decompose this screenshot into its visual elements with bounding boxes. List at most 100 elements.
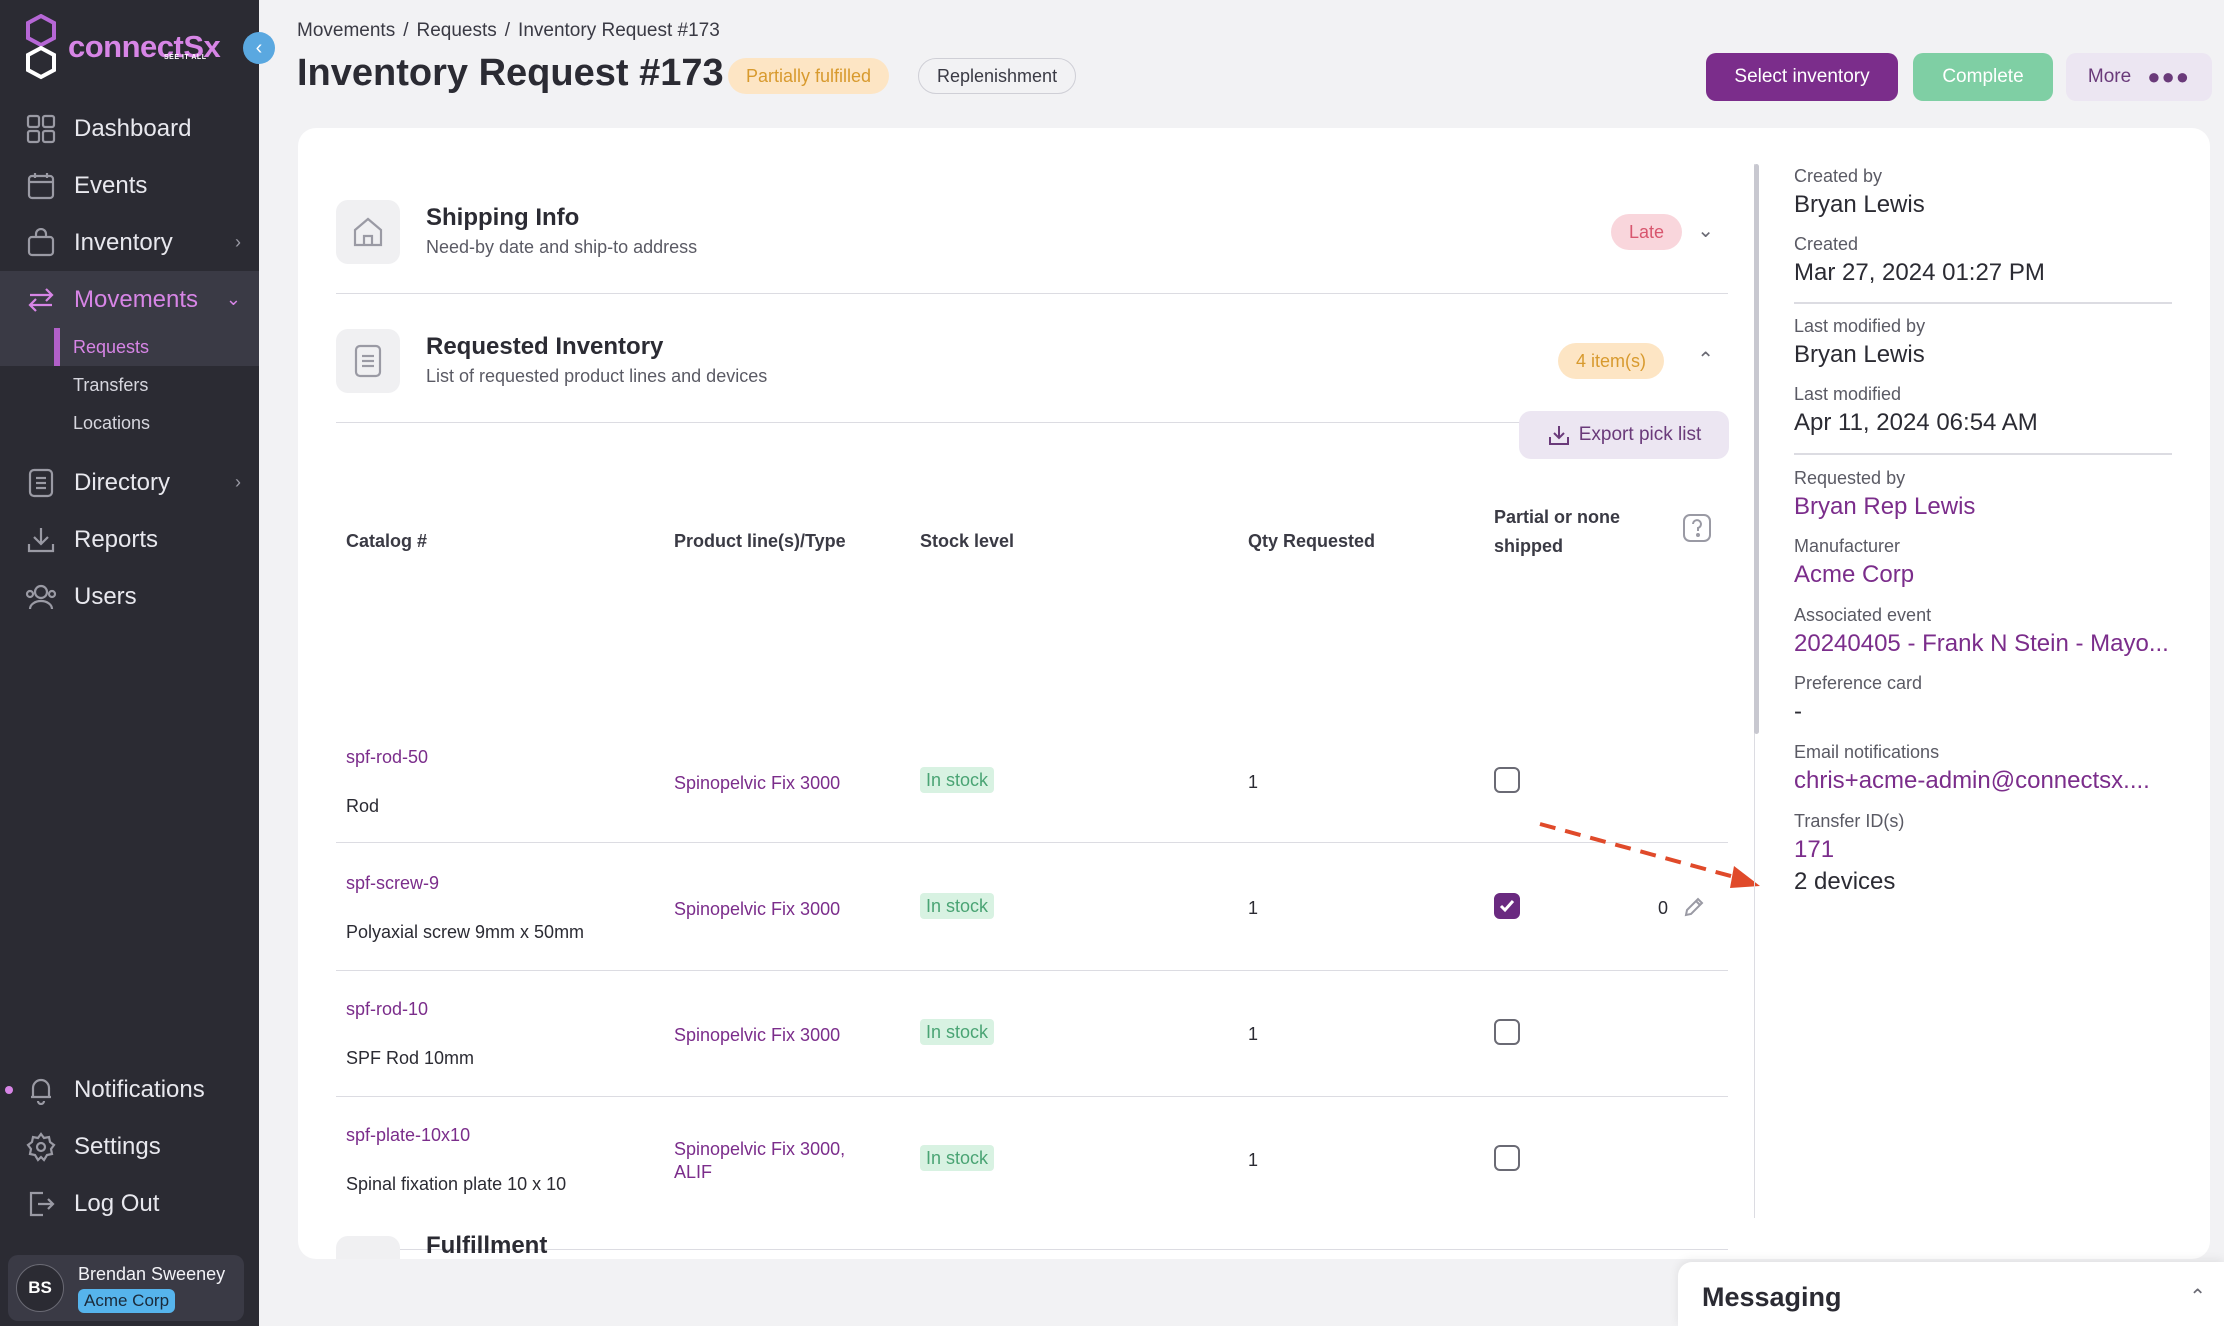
field-label: Email notifications — [1794, 742, 1940, 762]
sidebar-item-requests[interactable]: Requests — [0, 328, 259, 366]
associated-event-link[interactable]: 20240405 - Frank N Stein - Mayo... — [1794, 630, 2169, 657]
messaging-panel[interactable]: Messaging ⌃ — [1678, 1262, 2224, 1326]
product-line-link[interactable]: Spinopelvic Fix 3000 — [674, 1025, 841, 1045]
product-line-link[interactable]: ALIF — [674, 1162, 713, 1182]
scrollbar[interactable] — [1754, 164, 1759, 734]
field-value: Bryan Lewis — [1794, 341, 1925, 368]
brand-tagline: SEE IT ALL — [164, 54, 207, 61]
nav-item-settings[interactable]: Settings — [0, 1118, 259, 1175]
qty-requested: 1 — [1248, 898, 1259, 918]
catalog-link[interactable]: spf-rod-50 — [346, 747, 429, 767]
catalog-description: Spinal fixation plate 10 x 10 — [346, 1174, 567, 1194]
checkbox-box — [1494, 893, 1520, 919]
nav-item-directory[interactable]: Directory › — [0, 454, 259, 511]
download-icon — [24, 523, 58, 557]
section-title: Shipping Info — [426, 204, 580, 231]
breadcrumb-requests[interactable]: Requests — [416, 20, 497, 41]
breadcrumb: Movements / Requests / Inventory Request… — [297, 20, 720, 42]
partial-shipped-checkbox[interactable] — [1494, 767, 1520, 793]
field-label: Manufacturer — [1794, 536, 1901, 556]
chevron-down-icon[interactable]: ⌄ — [1697, 220, 1714, 242]
catalog-link[interactable]: spf-rod-10 — [346, 999, 429, 1019]
nav-item-notifications[interactable]: Notifications — [0, 1061, 259, 1118]
nav-item-inventory[interactable]: Inventory › — [0, 214, 259, 271]
preference-card-field: Preference card - — [1794, 673, 2174, 726]
last-modified-field: Last modified Apr 11, 2024 06:54 AM — [1794, 384, 2174, 437]
user-meta: Brendan Sweeney Acme Corp — [78, 1264, 225, 1313]
user-profile-card[interactable]: BS Brendan Sweeney Acme Corp — [8, 1255, 244, 1321]
catalog-link[interactable]: spf-screw-9 — [346, 873, 440, 893]
chevron-up-icon[interactable]: ⌃ — [1697, 349, 1714, 371]
partial-shipped-checkbox[interactable] — [1494, 893, 1520, 919]
transfer-ids-field: Transfer ID(s) 171 2 devices — [1794, 811, 2174, 896]
field-label: Preference card — [1794, 673, 1923, 693]
nav-item-reports[interactable]: Reports — [0, 511, 259, 568]
stock-level: In stock — [920, 1145, 995, 1171]
shipping-info-section[interactable]: Shipping Info Need-by date and ship-to a… — [336, 164, 1728, 294]
product-line-link[interactable]: Spinopelvic Fix 3000 — [674, 899, 841, 919]
sub-label: Transfers — [73, 374, 149, 395]
bottom-nav: Notifications Settings Log Out — [0, 1061, 259, 1232]
qty-requested: 1 — [1248, 1024, 1259, 1044]
messaging-title: Messaging — [1702, 1282, 1842, 1312]
field-value: Mar 27, 2024 01:27 PM — [1794, 259, 2045, 286]
brand-name: connectSx — [68, 29, 221, 64]
fulfillment-section[interactable]: Fulfillment — [336, 1208, 1728, 1259]
manufacturer-link[interactable]: Acme Corp — [1794, 561, 1915, 588]
associated-event-field: Associated event 20240405 - Frank N Stei… — [1794, 605, 2174, 658]
chevron-down-icon: ⌄ — [225, 289, 241, 309]
select-inventory-button[interactable]: Select inventory — [1706, 53, 1898, 101]
field-label: Created by — [1794, 166, 1883, 186]
stock-badge: In stock — [920, 767, 995, 793]
product-line-link[interactable]: Spinopelvic Fix 3000, — [674, 1139, 846, 1159]
table-row: spf-screw-9 Polyaxial screw 9mm x 50mm S… — [336, 845, 1728, 971]
catalog-link[interactable]: spf-plate-10x10 — [346, 1125, 471, 1145]
email-link[interactable]: chris+acme-admin@connectsx.... — [1794, 767, 2150, 794]
nav-label: Inventory — [74, 228, 173, 256]
nav-item-movements[interactable]: Movements ⌄ — [0, 271, 259, 328]
sidebar-item-transfers[interactable]: Transfers — [0, 366, 259, 404]
nav-item-logout[interactable]: Log Out — [0, 1175, 259, 1232]
stock-level: In stock — [920, 1019, 995, 1045]
col-partial-line2: shipped — [1494, 536, 1564, 556]
field-value: Bryan Lewis — [1794, 191, 1925, 218]
nav-label: Log Out — [74, 1189, 160, 1217]
home-icon — [336, 200, 400, 264]
help-icon[interactable] — [1682, 513, 1712, 548]
catalog-description: Polyaxial screw 9mm x 50mm — [346, 922, 585, 942]
transfer-id-link[interactable]: 171 — [1794, 836, 1835, 863]
table-row: spf-rod-50 Rod Spinopelvic Fix 3000 In s… — [336, 717, 1728, 843]
unread-dot — [5, 1085, 13, 1094]
avatar: BS — [16, 1264, 64, 1312]
chevron-up-icon[interactable]: ⌃ — [2189, 1286, 2206, 1308]
hexagon-logo-icon — [26, 14, 56, 80]
brand-logo[interactable]: connectSx SEE IT ALL — [24, 14, 221, 80]
field-label: Transfer ID(s) — [1794, 811, 1905, 831]
requested-by-link[interactable]: Bryan Rep Lewis — [1794, 493, 1976, 520]
nav-label: Movements — [74, 285, 199, 313]
edit-pencil-icon[interactable] — [1682, 895, 1706, 924]
complete-button[interactable]: Complete — [1913, 53, 2053, 101]
partial-shipped-checkbox[interactable] — [1494, 1145, 1520, 1171]
export-pick-list-button[interactable]: Export pick list — [1519, 411, 1729, 459]
bag-icon — [24, 226, 58, 260]
item-count-badge: 4 item(s) — [1557, 343, 1664, 379]
nav-item-dashboard[interactable]: Dashboard — [0, 100, 259, 157]
col-qty: Qty Requested — [1248, 531, 1376, 551]
request-detail-card: Shipping Info Need-by date and ship-to a… — [298, 128, 2210, 1259]
product-line-link[interactable]: Spinopelvic Fix 3000 — [674, 773, 841, 793]
requested-inventory-section[interactable]: Requested Inventory List of requested pr… — [336, 293, 1728, 423]
nav-item-users[interactable]: Users — [0, 568, 259, 625]
qty-requested: 1 — [1248, 772, 1259, 792]
more-button[interactable]: More ●●● — [2066, 53, 2212, 101]
sidebar-item-locations[interactable]: Locations — [0, 404, 259, 442]
nav-item-events[interactable]: Events — [0, 157, 259, 214]
field-label: Last modified by — [1794, 316, 1926, 336]
partial-shipped-checkbox[interactable] — [1494, 1019, 1520, 1045]
created-field: Created Mar 27, 2024 01:27 PM — [1794, 234, 2174, 287]
stock-badge: In stock — [920, 1019, 995, 1045]
stock-badge: In stock — [920, 893, 995, 919]
breadcrumb-movements[interactable]: Movements — [297, 20, 396, 41]
download-icon — [1548, 426, 1569, 445]
collapse-sidebar-button[interactable]: ‹ — [243, 32, 275, 64]
